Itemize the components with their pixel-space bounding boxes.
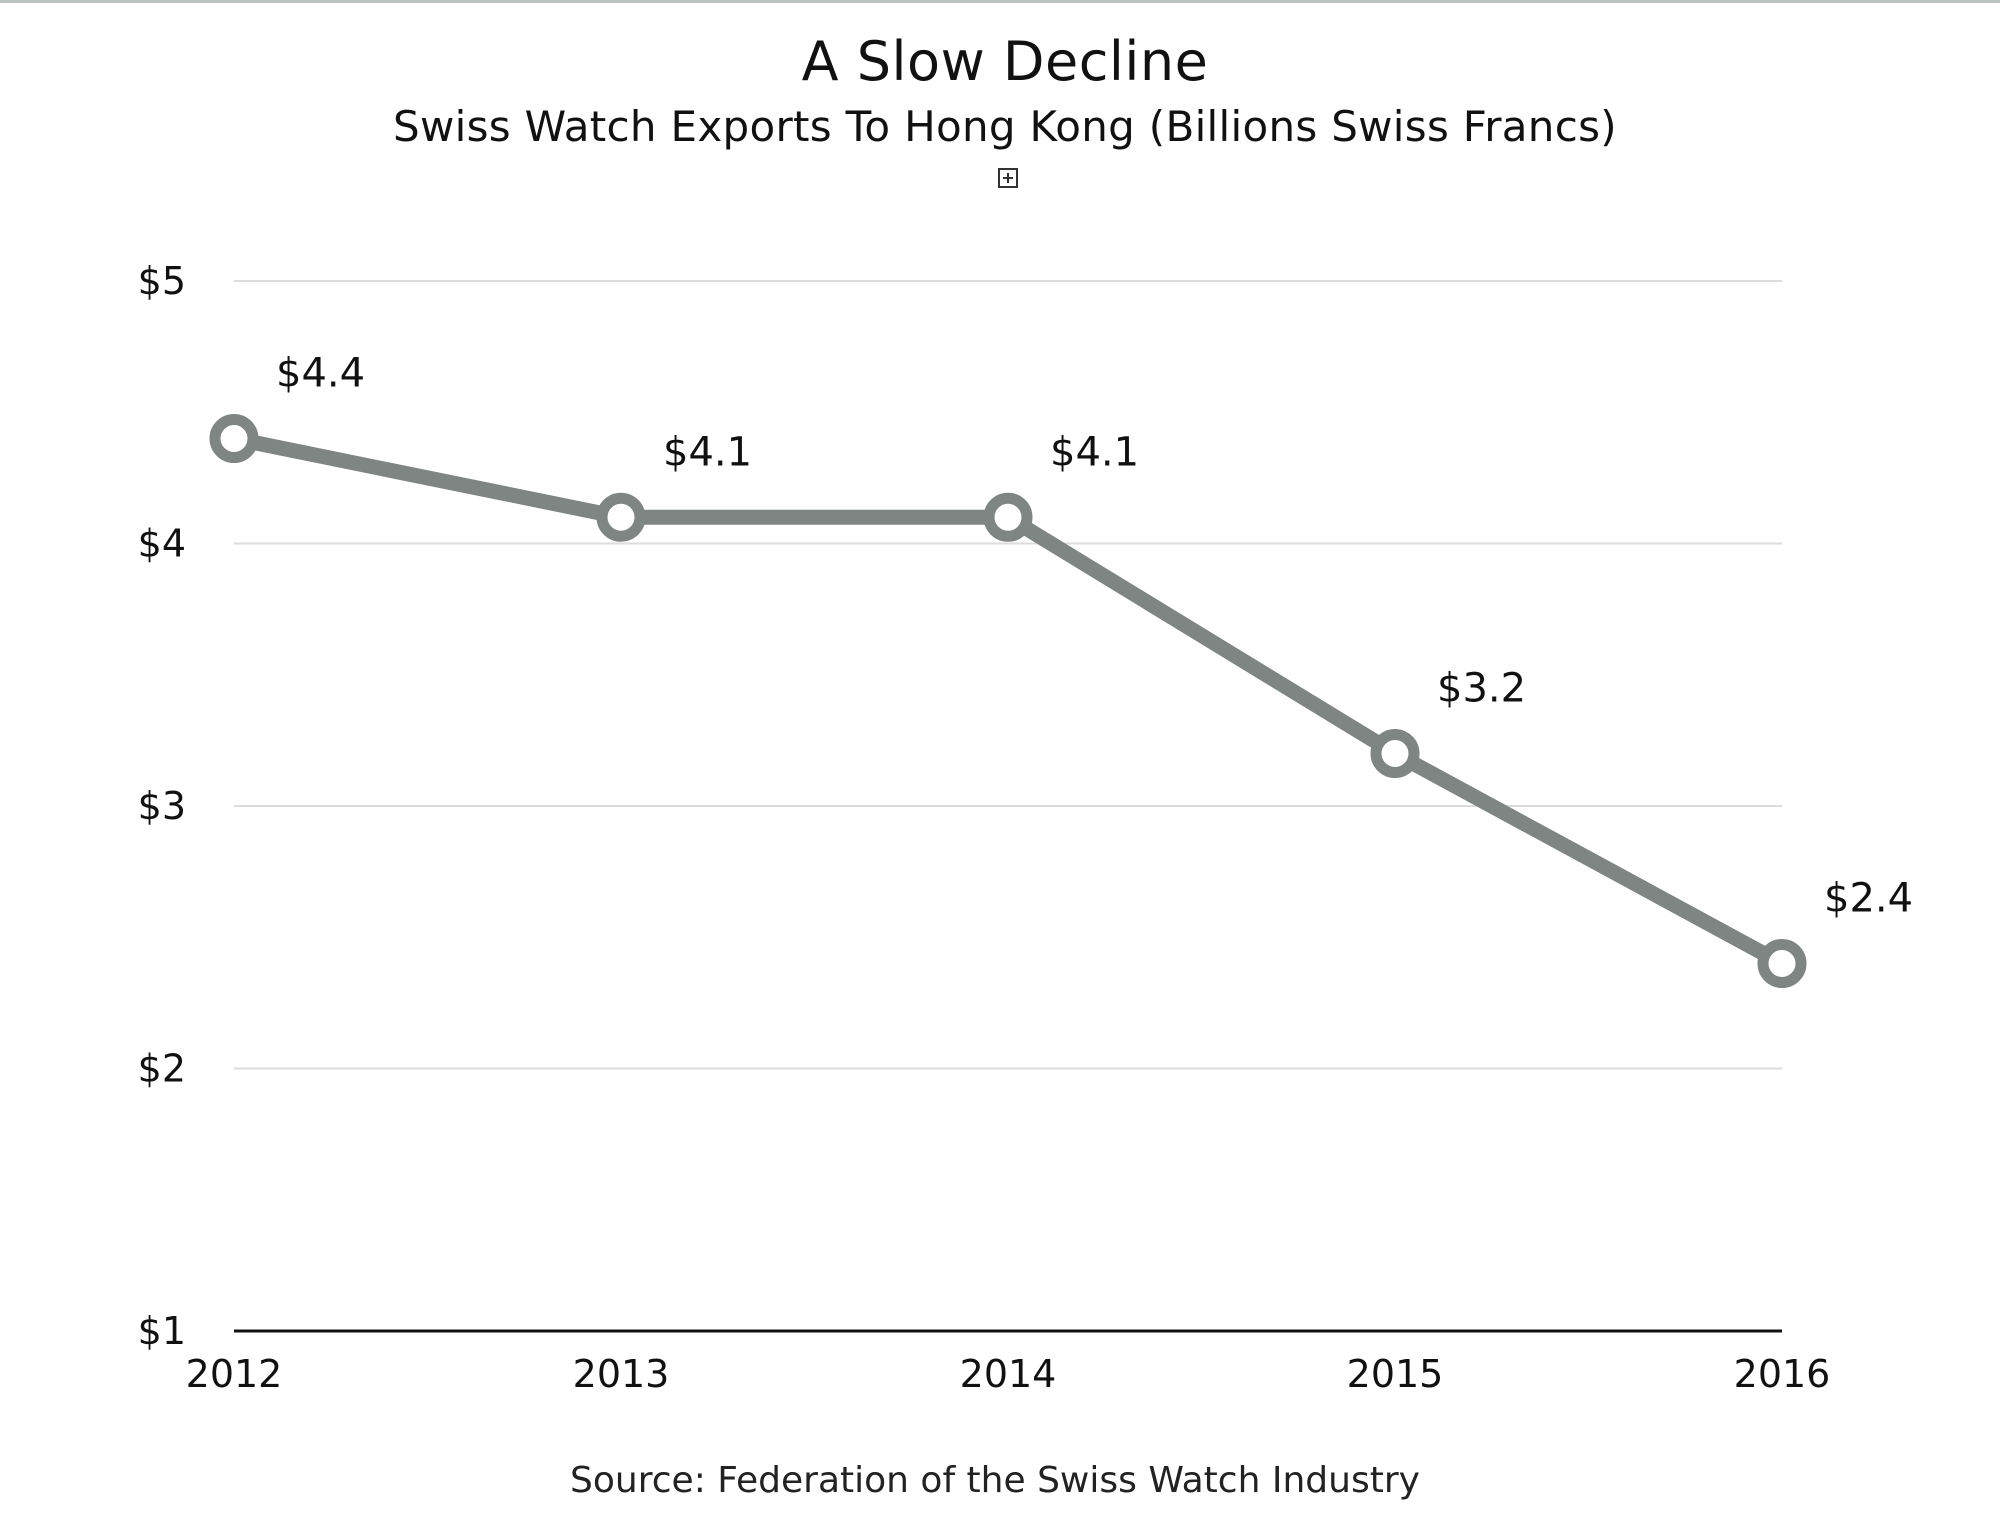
x-tick-label: 2014 (960, 1352, 1057, 1396)
data-label: $3.2 (1437, 666, 1526, 712)
data-label: $4.1 (663, 429, 752, 475)
top-rule (0, 0, 2000, 3)
y-tick-label: $3 (138, 784, 186, 828)
chart-source: Source: Federation of the Swiss Watch In… (570, 1460, 1420, 1501)
y-tick-label: $2 (138, 1047, 186, 1091)
x-tick-label: 2015 (1347, 1352, 1444, 1396)
x-axis-ticks: 2012 2013 2014 2015 2016 (186, 1352, 1831, 1396)
y-tick-label: $1 (138, 1309, 186, 1353)
data-label: $2.4 (1824, 876, 1913, 922)
gridlines (234, 280, 1782, 1070)
expand-icon[interactable] (998, 168, 1018, 188)
data-point (209, 414, 259, 463)
data-label: $4.1 (1050, 429, 1139, 475)
chart-subtitle: Swiss Watch Exports To Hong Kong (Billio… (393, 102, 1617, 151)
series (209, 414, 1807, 988)
data-point (1757, 939, 1807, 988)
y-tick-label: $4 (138, 522, 186, 566)
y-tick-label: $5 (138, 259, 186, 303)
x-tick-label: 2012 (186, 1352, 283, 1396)
data-point (983, 492, 1033, 542)
x-tick-label: 2016 (1734, 1352, 1831, 1396)
data-point (1370, 729, 1420, 778)
x-tick-label: 2013 (573, 1352, 670, 1396)
chart-title: A Slow Decline (801, 30, 1209, 93)
data-point (596, 492, 646, 542)
data-label: $4.4 (276, 351, 365, 397)
data-labels: $4.4 $4.1 $4.1 $3.2 $2.4 (276, 351, 1913, 922)
y-axis-ticks: $1 $2 $3 $4 $5 (138, 259, 186, 1353)
